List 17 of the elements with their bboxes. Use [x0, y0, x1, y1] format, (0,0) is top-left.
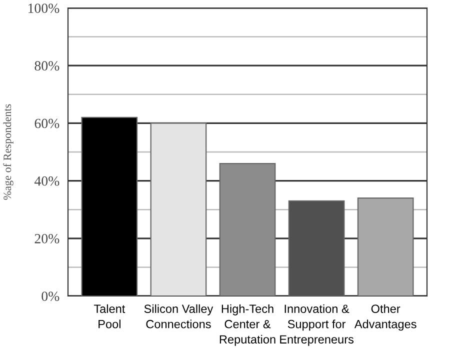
x-tick-label: Talent Pool [94, 304, 126, 328]
y-tick-label: 100% [28, 4, 60, 13]
bar [81, 116, 138, 296]
x-tick-label: Other Advantages [354, 304, 416, 331]
bar [150, 122, 207, 296]
bar [288, 200, 345, 296]
x-tick-label: High-Tech Center & Reputation [220, 304, 276, 346]
y-tick-label: 60% [34, 118, 60, 128]
y-tick-label: 80% [34, 61, 60, 71]
bar [357, 198, 414, 296]
y-tick-label: 0% [42, 292, 60, 301]
y-tick-label: 20% [34, 234, 60, 244]
x-tick-label: Innovation & Support for Entrepreneurs [280, 304, 354, 346]
bar [219, 162, 276, 296]
y-axis-title: %age of Respondents [3, 104, 14, 200]
y-tick-label: 40% [34, 176, 60, 186]
x-tick-label: Silicon Valley Connections [144, 304, 214, 328]
